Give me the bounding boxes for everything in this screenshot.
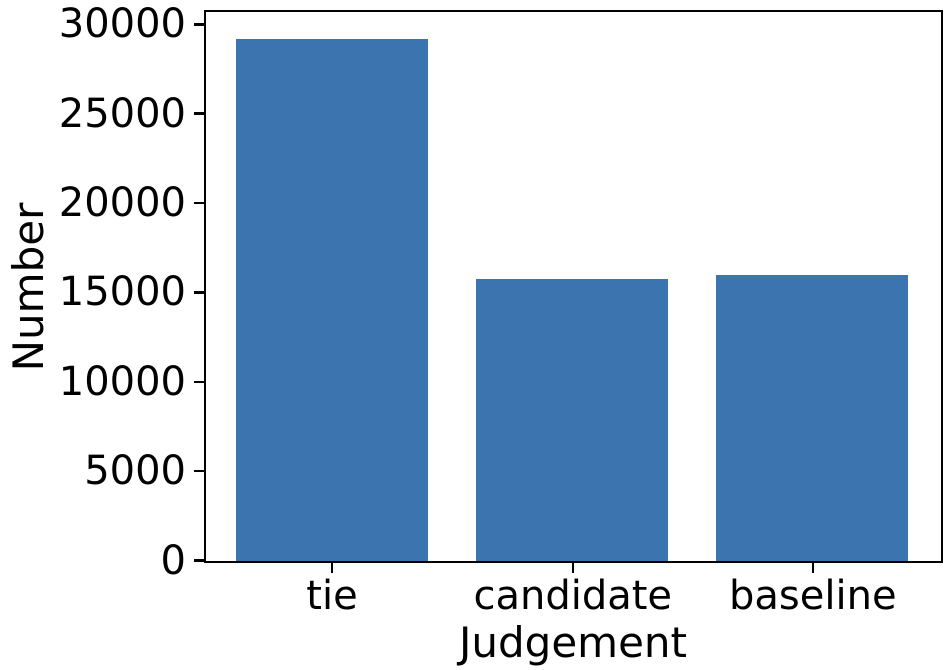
bar-candidate [476,278,669,561]
y-tick-label: 30000 [58,1,186,48]
x-tick-label: tie [306,573,358,619]
y-tick-mark [194,559,204,562]
x-tick-label: candidate [473,573,673,619]
y-tick-mark [194,469,204,473]
y-tick-mark [194,291,204,294]
y-tick-label: 5000 [84,448,186,495]
y-tick-label: 15000 [58,269,186,316]
y-tick-label: 20000 [58,180,186,227]
bar-tie [235,39,428,561]
y-tick-label: 10000 [58,358,186,405]
y-tick-mark [194,112,204,115]
x-tick-mark [571,563,575,573]
bar-baseline [716,275,909,561]
y-tick-label: 25000 [58,90,186,137]
x-tick-label: baseline [729,573,897,619]
y-tick-mark [194,23,204,26]
x-axis-label: Judgement [458,618,688,667]
x-tick-mark [330,563,334,573]
x-tick-mark [811,563,815,573]
plot-area [204,10,943,563]
y-tick-mark [194,201,204,205]
y-tick-mark [194,380,204,383]
y-tick-label: 0 [160,537,186,584]
